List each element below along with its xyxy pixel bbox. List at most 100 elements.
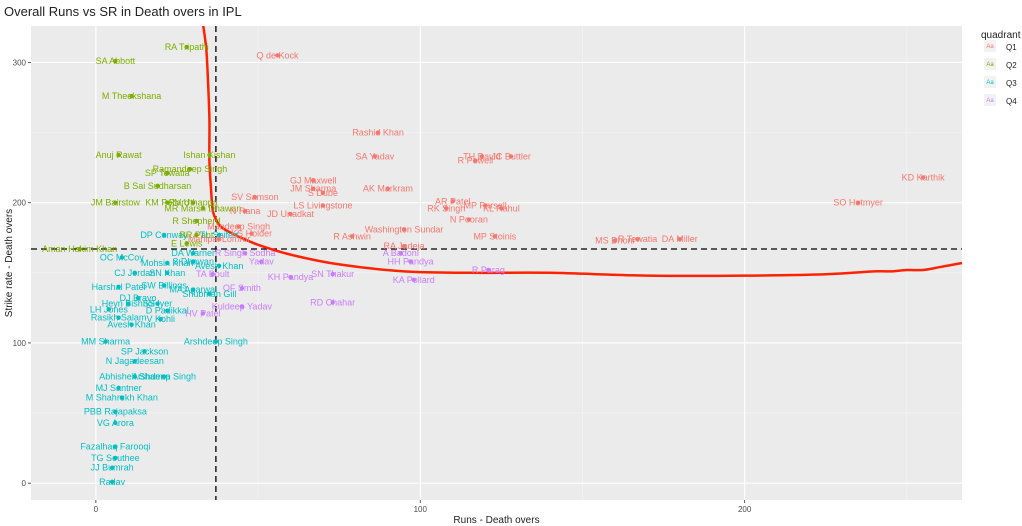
data-point <box>119 395 125 400</box>
data-point-label: GJ Maxwell <box>290 175 337 185</box>
data-point-label: B Sai Sudharsan <box>124 181 192 191</box>
data-point-label: AR Patel <box>435 196 471 206</box>
data-point <box>216 236 222 242</box>
data-point-label: PBB Rajapaksa <box>84 407 147 417</box>
chart-title: Overall Runs vs SR in Death overs in IPL <box>4 4 242 19</box>
data-point <box>401 243 407 249</box>
data-point-label: SP Jackson <box>121 346 168 356</box>
legend-key: Aa <box>986 98 994 104</box>
data-point <box>242 250 248 256</box>
y-axis-title: Strike rate - Death overs <box>4 209 15 317</box>
data-point <box>165 308 170 313</box>
data-point <box>320 203 326 208</box>
data-point <box>482 203 488 208</box>
data-point-label: JM Sharma <box>290 184 336 194</box>
data-point <box>132 270 138 276</box>
data-point-label: Fazalhaq Farooqi <box>80 442 150 452</box>
data-point-label: Avesh Khan <box>195 261 243 271</box>
data-point-label: SS Iyer <box>143 299 173 309</box>
data-point <box>385 186 391 191</box>
data-point-label: S Dube <box>308 188 338 198</box>
data-point <box>677 236 682 242</box>
data-point-label: R Singh Sodha <box>215 248 276 258</box>
data-point <box>116 315 121 320</box>
data-point-label: KS Holder <box>231 229 272 239</box>
data-point-label: TG Southee <box>91 453 140 463</box>
data-point <box>492 234 498 239</box>
data-point <box>239 304 245 309</box>
data-point-label: MP Parsell <box>463 201 506 211</box>
data-point-label: LH Jones <box>90 304 129 314</box>
data-point-label: RA Jadeja <box>384 241 425 251</box>
data-point <box>311 178 316 183</box>
data-point <box>184 241 189 246</box>
data-point <box>109 479 115 484</box>
data-point <box>239 286 245 291</box>
data-point <box>161 283 167 288</box>
legend-entry-label: Q2 <box>1006 61 1017 70</box>
legend-entry-label: Q4 <box>1006 97 1017 106</box>
data-point <box>401 227 407 232</box>
data-point-label: MP Stoinis <box>473 231 516 241</box>
data-point-label: CJ Jordan <box>114 268 155 278</box>
data-point <box>109 465 115 470</box>
data-point-label: DA Warner <box>171 248 215 258</box>
y-tick-label: 0 <box>22 479 27 488</box>
data-point-label: Ramandeep Singh <box>153 164 228 174</box>
data-point <box>320 190 326 196</box>
data-point <box>126 301 131 306</box>
data-point <box>252 194 258 200</box>
data-point-label: SA Abbott <box>96 56 136 66</box>
data-point <box>635 236 640 242</box>
data-point-label: Shubman Gill <box>182 289 236 299</box>
data-point-label: Mahipal Lomror <box>188 234 251 244</box>
data-point-label: Mandeep Singh <box>207 222 270 232</box>
data-point-label: SN Thakur <box>311 269 354 279</box>
data-point <box>155 183 160 189</box>
x-tick-label: 0 <box>94 505 99 514</box>
data-point <box>499 206 504 211</box>
data-point <box>450 199 455 204</box>
data-point <box>330 300 335 305</box>
data-point-label: N Rana <box>230 206 261 216</box>
data-point-label: Abhishek Sharma <box>99 372 170 382</box>
data-point-label: TL Seifert <box>200 230 239 240</box>
data-point <box>408 259 413 264</box>
data-point-label: D Padikkal <box>146 306 189 316</box>
data-point <box>216 263 222 269</box>
data-point <box>165 270 170 276</box>
data-point-label: N Pooran <box>450 215 488 225</box>
data-point <box>259 259 264 264</box>
data-point-label: A Badoni <box>383 248 419 258</box>
data-point <box>190 287 196 292</box>
x-tick-label: 200 <box>738 505 752 514</box>
data-point-label: Kuldeep Yadav <box>212 301 273 311</box>
data-point-label: DJ Bravo <box>120 293 157 303</box>
data-point <box>190 200 196 205</box>
legend-title: quadrant <box>981 30 1021 41</box>
data-point-label: SO Hetmyer <box>833 198 883 208</box>
smooth-line <box>202 26 963 278</box>
data-point-label: RD Chahar <box>310 297 355 307</box>
data-point <box>275 53 280 58</box>
data-point-label: R Parag <box>472 265 505 275</box>
data-point-label: SN Khan <box>149 268 185 278</box>
data-point-label: Anuj Rawat <box>96 150 143 160</box>
legend-key-box <box>984 76 996 88</box>
data-point-label: KM Pollard <box>145 198 189 208</box>
x-axis-title: Runs - Death overs <box>453 515 539 526</box>
data-point-label: Heyn Bishnoi <box>102 299 155 309</box>
data-point <box>77 246 82 252</box>
data-point <box>200 206 206 211</box>
data-point-label: OF Smith <box>223 283 261 293</box>
data-point-label: SA Yadav <box>356 151 395 161</box>
legend-key: Aa <box>986 80 994 86</box>
data-point-label: MS Dhoni <box>595 236 635 246</box>
data-point-label: JD Unadkat <box>267 209 315 219</box>
data-point <box>288 274 293 280</box>
data-point <box>165 260 170 266</box>
data-point <box>116 385 121 391</box>
data-point-label: E Lewis <box>171 238 203 248</box>
data-point <box>190 250 196 256</box>
grid-lines <box>31 26 962 500</box>
